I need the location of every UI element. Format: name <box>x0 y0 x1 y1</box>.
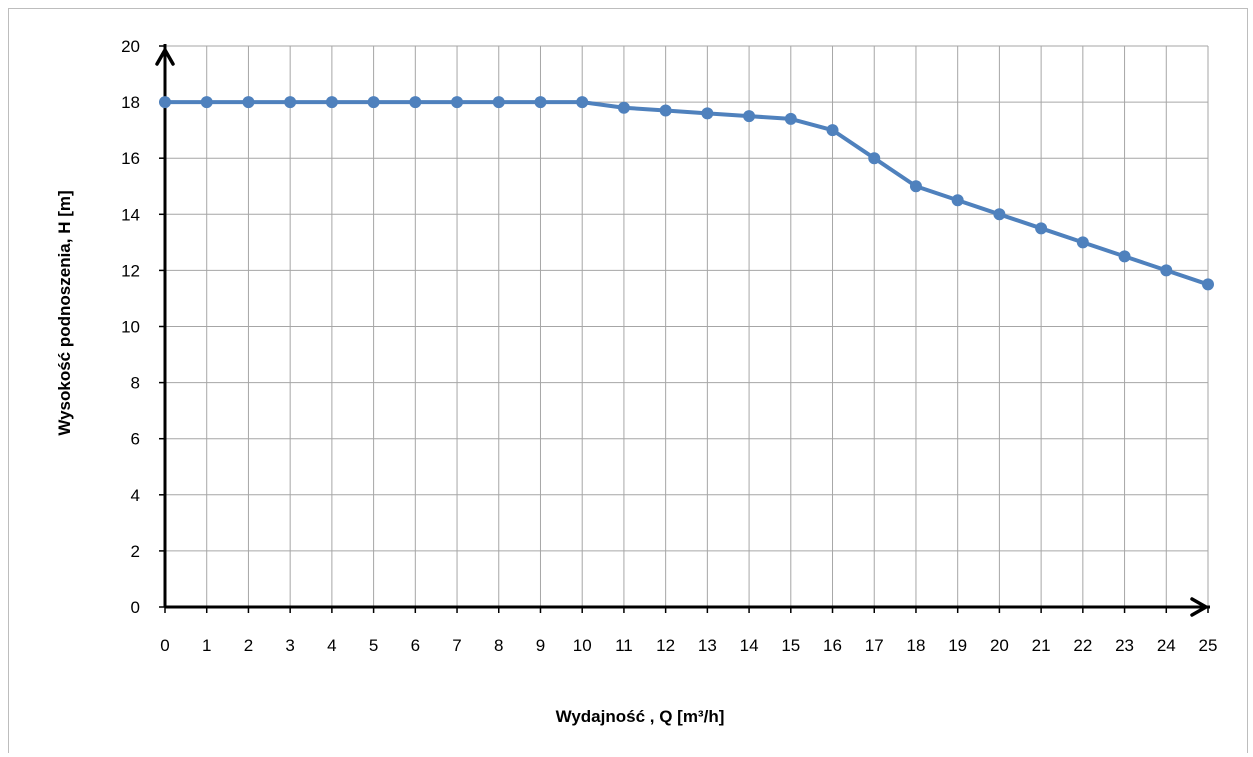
x-tick-label: 8 <box>494 636 503 655</box>
series-group <box>159 96 1214 291</box>
data-point <box>242 96 255 109</box>
x-tick-label: 24 <box>1157 636 1176 655</box>
data-point <box>1118 250 1131 263</box>
x-tick-label: 0 <box>160 636 169 655</box>
data-point <box>1076 236 1089 249</box>
y-axis-title: Wysokość podnoszenia, H [m] <box>55 190 74 435</box>
x-tick-label: 9 <box>536 636 545 655</box>
series-line <box>165 100 1209 287</box>
data-point <box>743 110 756 123</box>
x-tick-label: 6 <box>411 636 420 655</box>
x-tick-label: 3 <box>285 636 294 655</box>
x-tick-label: 7 <box>452 636 461 655</box>
data-point <box>1160 264 1173 277</box>
x-tick-label: 23 <box>1115 636 1134 655</box>
data-point <box>325 96 338 109</box>
x-tick-label: 16 <box>823 636 842 655</box>
x-tick-label: 22 <box>1073 636 1092 655</box>
y-tick-label: 2 <box>131 542 140 561</box>
data-point <box>951 194 964 207</box>
data-point <box>909 180 922 193</box>
data-point <box>826 124 839 137</box>
x-axis-title: Wydajność , Q [m³/h] <box>556 707 725 726</box>
data-point <box>409 96 422 109</box>
x-tick-label: 10 <box>573 636 592 655</box>
x-tick-label: 1 <box>202 636 211 655</box>
data-point <box>534 96 547 109</box>
x-tick-label: 5 <box>369 636 378 655</box>
data-point <box>159 96 171 109</box>
y-tick-label: 0 <box>131 598 140 617</box>
y-tick-label: 16 <box>121 149 140 168</box>
grid <box>164 45 1209 608</box>
data-point <box>993 208 1006 221</box>
x-tick-label: 13 <box>698 636 717 655</box>
data-point <box>1202 278 1214 291</box>
data-point <box>576 96 589 109</box>
x-tick-label: 18 <box>906 636 925 655</box>
x-tick-label: 11 <box>615 636 633 655</box>
data-point <box>367 96 380 109</box>
x-axis-arrow-icon <box>1190 597 1210 617</box>
x-tick-label: 19 <box>948 636 967 655</box>
x-tick-label: 14 <box>740 636 759 655</box>
x-tick-labels: 0 1 2 3 4 5 6 7 8 9 10 11 12 13 14 15 16 17 18 19 20 21 22 23 24… <box>160 636 1217 655</box>
data-point <box>200 96 213 109</box>
x-tick-label: 25 <box>1199 636 1218 655</box>
x-tick-label: 15 <box>781 636 800 655</box>
x-tick-label: 17 <box>865 636 884 655</box>
data-point <box>784 112 797 125</box>
y-tick-label: 6 <box>131 430 140 449</box>
data-point <box>659 104 672 117</box>
y-tick-label: 14 <box>121 205 140 224</box>
x-tick-label: 20 <box>990 636 1009 655</box>
chart-frame <box>8 8 1248 753</box>
data-point <box>617 101 630 114</box>
x-tick-label: 2 <box>244 636 253 655</box>
y-tick-label: 10 <box>121 318 140 337</box>
x-tick-label: 12 <box>656 636 675 655</box>
y-tick-label: 12 <box>121 261 140 280</box>
x-tick-label: 21 <box>1032 636 1051 655</box>
data-point <box>868 152 881 165</box>
data-point <box>451 96 464 109</box>
y-tick-label: 20 <box>121 37 140 56</box>
data-point <box>1035 222 1048 235</box>
y-tick-label: 8 <box>131 374 140 393</box>
y-tick-label: 18 <box>121 93 140 112</box>
y-tick-label: 4 <box>131 486 140 505</box>
axes <box>155 44 1210 617</box>
y-axis-arrow-icon <box>155 46 175 66</box>
data-point <box>284 96 297 109</box>
x-tick-label: 4 <box>327 636 336 655</box>
data-point <box>701 107 714 120</box>
data-point <box>492 96 505 109</box>
y-tick-labels: 0 2 4 6 8 10 12 14 16 18 20 <box>121 37 140 617</box>
